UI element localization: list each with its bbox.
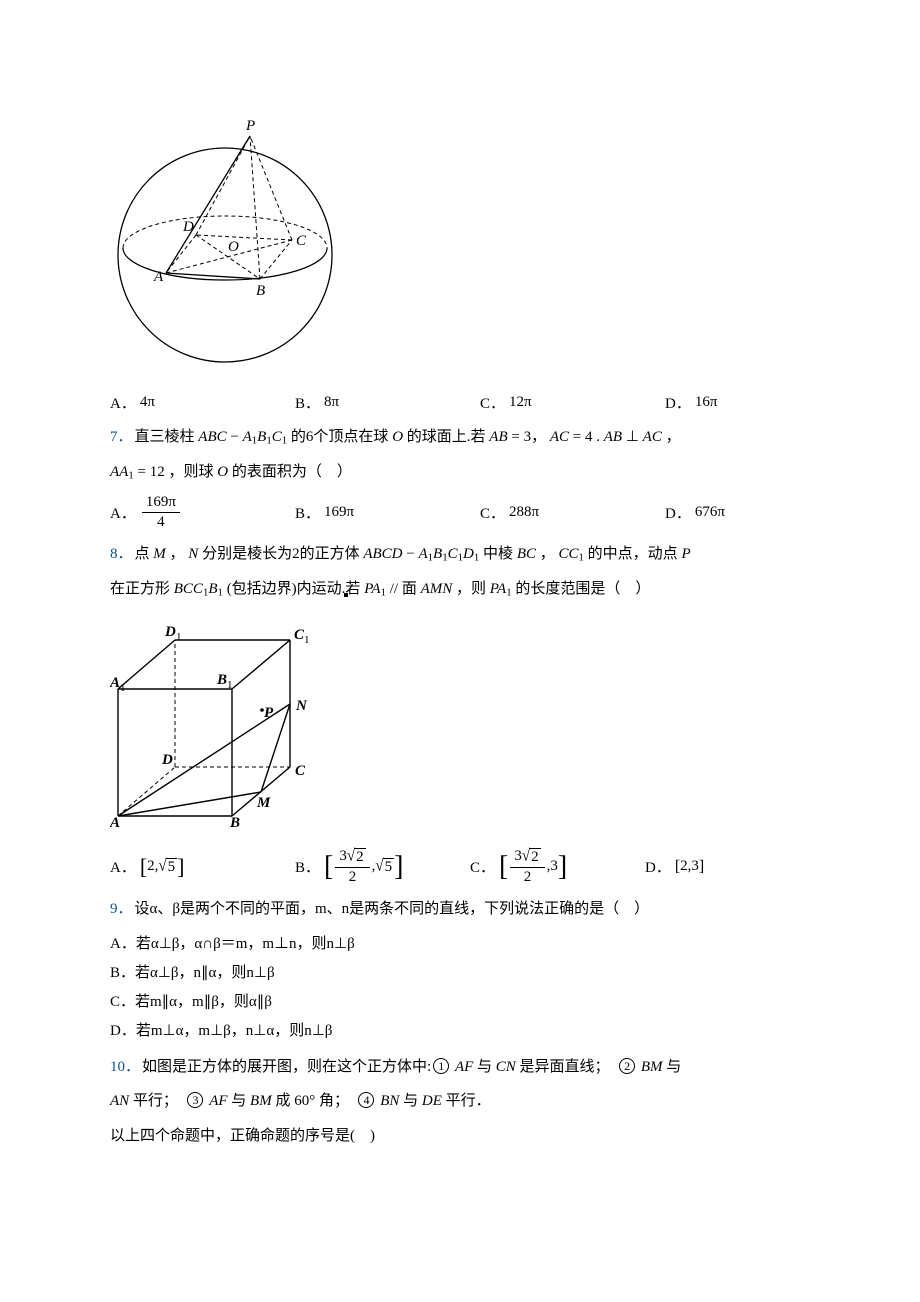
q10-num: 10．: [110, 1059, 140, 1075]
svg-text:D: D: [161, 752, 173, 768]
svg-text:A: A: [153, 269, 164, 285]
svg-text:A: A: [110, 675, 120, 691]
svg-text:D: D: [182, 219, 194, 235]
svg-text:N: N: [295, 698, 308, 714]
q9-C: C．若m∥α，m∥β，则α∥β: [110, 988, 810, 1017]
q8-stem-2: 在正方形 BCC1B1 (包括边界)内运动.若 PA1 // 面 AMN ，则 …: [110, 575, 810, 604]
q6-options: A．4π B．8π C．12π D．16π: [110, 392, 810, 413]
cube-figure: A B C D A1 B1 C1 D1 M N P: [110, 617, 810, 832]
q7-stem-2: AA1 = 12 ，则球 O 的表面积为（ ）: [110, 458, 810, 487]
q7-num: 7．: [110, 429, 133, 445]
q8-options: A． [2, 5] B． [322, 5] C． [322, 3] D． [2,…: [110, 848, 810, 885]
q7-A-num: 169π: [142, 494, 180, 513]
svg-text:D: D: [164, 624, 176, 640]
svg-text:M: M: [256, 795, 271, 811]
q7-stem: 7．直三棱柱 ABC − A1B1C1 的6个顶点在球 O 的球面上.若 AB …: [110, 423, 810, 452]
q9-num: 9．: [110, 901, 133, 917]
svg-text:B: B: [256, 283, 265, 299]
q7-B: 169π: [324, 504, 354, 521]
svg-text:C: C: [295, 763, 306, 779]
q6-D: 16π: [695, 394, 718, 411]
q7-D: 676π: [695, 504, 725, 521]
q7-A-den: 4: [142, 513, 180, 531]
q6-C: 12π: [509, 394, 532, 411]
svg-text:C: C: [296, 233, 307, 249]
q10-stem: 10．如图是正方体的展开图，则在这个正方体中:1 AF 与 CN 是异面直线； …: [110, 1053, 810, 1082]
q7-C: 288π: [509, 504, 539, 521]
svg-text:P: P: [245, 118, 255, 134]
q7-options: A． 169π4 B．169π C．288π D．676π: [110, 494, 810, 530]
q8-stem: 8．点 M ， N 分别是棱长为2的正方体 ABCD − A1B1C1D1 中棱…: [110, 540, 810, 569]
q8-num: 8．: [110, 546, 133, 562]
svg-text:1: 1: [176, 631, 182, 643]
q9-stem: 9．设α、β是两个不同的平面，m、n是两条不同的直线，下列说法正确的是（ ）: [110, 895, 810, 924]
q9-D: D．若m⊥α，m⊥β，n⊥α，则n⊥β: [110, 1017, 810, 1046]
svg-text:B: B: [229, 815, 240, 827]
svg-text:1: 1: [120, 682, 126, 694]
q10-stem-2: AN 平行； 3 AF 与 BM 成 60° 角； 4 BN 与 DE 平行．: [110, 1087, 810, 1116]
svg-text:1: 1: [304, 634, 310, 646]
svg-text:1: 1: [227, 679, 233, 691]
svg-text:B: B: [216, 672, 227, 688]
sphere-cone-figure: P A B C D O: [110, 118, 810, 378]
q9-A: A．若α⊥β，α∩β＝m，m⊥n，则n⊥β: [110, 930, 810, 959]
q10-final: 以上四个命题中，正确命题的序号是( ): [110, 1122, 810, 1151]
q6-B: 8π: [324, 394, 339, 411]
svg-text:A: A: [110, 815, 120, 827]
svg-text:P: P: [264, 705, 274, 721]
q9-B: B．若α⊥β，n∥α，则n⊥β: [110, 959, 810, 988]
svg-text:O: O: [228, 239, 239, 255]
q6-A: 4π: [140, 394, 155, 411]
